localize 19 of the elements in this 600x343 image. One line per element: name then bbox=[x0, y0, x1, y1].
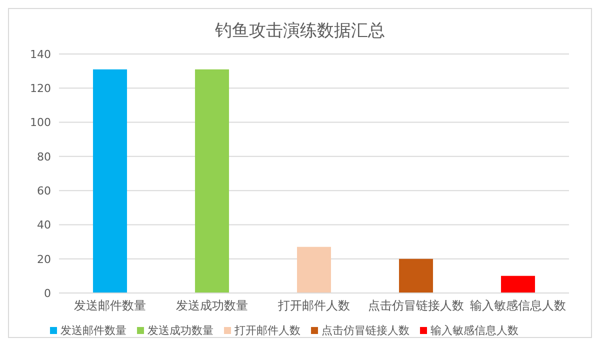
x-tick-label: 输入敏感信息人数 bbox=[470, 298, 566, 313]
legend-label: 发送成功数量 bbox=[148, 324, 214, 337]
y-tick-label: 120 bbox=[30, 82, 51, 96]
legend-label: 输入敏感信息人数 bbox=[430, 324, 518, 337]
x-tick-label: 打开邮件人数 bbox=[277, 298, 350, 313]
x-tick-label: 点击仿冒链接人数 bbox=[368, 298, 464, 313]
y-tick-label: 140 bbox=[30, 48, 51, 61]
chart-title: 钓鱼攻击演练数据汇总 bbox=[214, 20, 386, 42]
y-tick-label: 80 bbox=[37, 150, 51, 164]
legend-label: 点击仿冒链接人数 bbox=[322, 324, 410, 337]
y-tick-label: 60 bbox=[37, 184, 51, 198]
y-tick-label: 0 bbox=[44, 286, 51, 300]
y-tick-label: 100 bbox=[30, 116, 51, 130]
y-tick-label: 40 bbox=[37, 218, 51, 232]
x-tick-label: 发送邮件数量 bbox=[74, 298, 146, 313]
legend-label: 发送邮件数量 bbox=[60, 324, 126, 337]
x-tick-label: 发送成功数量 bbox=[176, 298, 248, 313]
legend-label: 打开邮件人数 bbox=[234, 324, 300, 337]
y-tick-label: 20 bbox=[37, 252, 51, 266]
